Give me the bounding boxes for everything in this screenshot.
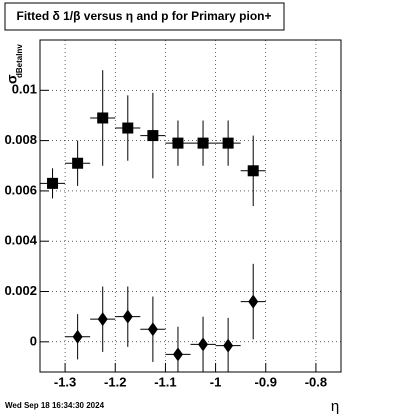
plot-frame xyxy=(39,39,342,373)
diamond-marker xyxy=(122,309,133,324)
square-marker xyxy=(47,177,59,189)
x-tick-label: -1.1 xyxy=(154,374,176,389)
x-tick-label: -0.8 xyxy=(305,374,327,389)
y-tick-label: 0.004 xyxy=(4,233,37,248)
square-marker xyxy=(97,112,109,124)
y-tick-label: 0.01 xyxy=(12,82,37,97)
diamond-marker xyxy=(97,312,108,327)
square-marker xyxy=(222,137,234,149)
x-tick-label: -1.2 xyxy=(104,374,126,389)
diamond-marker xyxy=(198,337,209,352)
x-tick-label: -0.9 xyxy=(255,374,277,389)
diamond-marker xyxy=(72,329,83,344)
square-marker xyxy=(122,122,134,134)
square-marker xyxy=(197,137,209,149)
y-tick-label: 0.002 xyxy=(4,283,37,298)
square-marker xyxy=(247,165,259,177)
square-marker xyxy=(72,157,84,169)
y-axis-label-sub: dBetaInv xyxy=(15,44,24,78)
timestamp: Wed Sep 18 16:34:30 2024 xyxy=(5,401,105,410)
y-axis-label: σ xyxy=(4,74,20,84)
square-marker xyxy=(172,137,184,149)
y-tick-label: 0 xyxy=(30,333,37,348)
diamond-marker xyxy=(248,294,259,309)
y-tick-label: 0.006 xyxy=(4,182,37,197)
chart-title: Fitted δ 1/β versus η and p for Primary … xyxy=(17,9,272,23)
diamond-marker xyxy=(172,347,183,362)
square-marker xyxy=(147,130,159,142)
diamond-marker xyxy=(147,322,158,337)
diamond-marker xyxy=(223,338,234,353)
x-tick-label: -1.3 xyxy=(54,374,76,389)
x-tick-label: -1 xyxy=(210,374,222,389)
x-axis-label: η xyxy=(331,398,339,414)
title-box xyxy=(4,2,285,31)
y-tick-label: 0.008 xyxy=(4,132,37,147)
